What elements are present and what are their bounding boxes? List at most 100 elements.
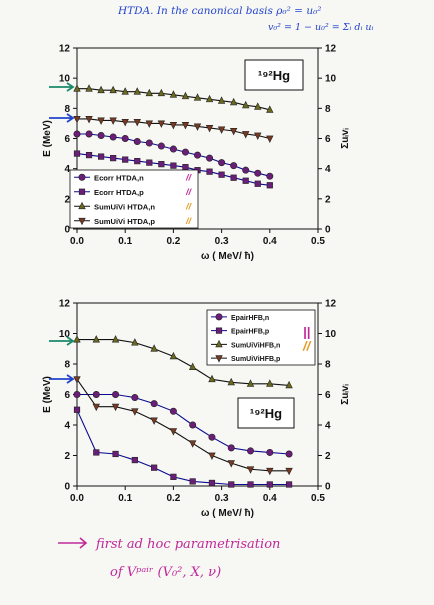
y2-axis-label: Σuᵢvᵢ <box>340 128 351 149</box>
data-point <box>97 85 105 94</box>
y-tick-label: 4 <box>64 164 70 175</box>
y-tick-label: 12 <box>59 44 71 55</box>
x-axis-label: ω ( MeV/ ħ) <box>201 251 254 262</box>
y-tick-label: 6 <box>64 390 70 401</box>
data-point <box>157 88 166 97</box>
data-point <box>285 450 293 458</box>
data-point <box>146 159 153 166</box>
data-point <box>150 344 158 352</box>
x-tick-label: 0.2 <box>166 493 180 504</box>
x-tick-label: 0.1 <box>118 493 132 504</box>
legend-pen-mark: // <box>185 172 193 182</box>
data-point <box>145 88 153 97</box>
data-point <box>208 479 216 487</box>
y2-tick-label: 4 <box>325 421 331 432</box>
data-point <box>227 444 235 452</box>
x-tick-label: 0.0 <box>70 236 84 247</box>
data-point <box>230 162 238 170</box>
data-point <box>266 135 274 143</box>
data-point <box>254 180 261 187</box>
data-point <box>134 158 141 165</box>
data-point <box>121 119 129 127</box>
pen-arrow-icon <box>49 336 75 346</box>
data-point <box>182 164 189 171</box>
data-point <box>189 421 197 429</box>
data-point <box>133 138 141 146</box>
y-tick-label: 10 <box>59 74 71 85</box>
series-4 <box>73 376 293 476</box>
data-point <box>158 161 165 168</box>
data-point <box>205 125 214 133</box>
y-tick-label: 0 <box>64 482 70 493</box>
legend-label: EpairHFB,n <box>231 315 269 322</box>
series-line <box>76 409 290 486</box>
y-tick-label: 10 <box>59 329 71 340</box>
y-tick-label: 8 <box>64 360 70 371</box>
series-3 <box>73 84 274 113</box>
data-point <box>92 403 100 412</box>
data-point <box>229 97 238 106</box>
legend-label: SumUiVi HTDA,p <box>94 217 155 226</box>
chart-1: 0 0 2 2 4 4 6 6 8 8 10 10 12 12 0.0 0.1 0.2 0.3 0.4 0.5 E (M… <box>42 44 351 263</box>
data-point <box>218 159 226 167</box>
data-point <box>188 440 197 448</box>
y-tick-label: 2 <box>64 194 70 205</box>
x-tick-label: 0.2 <box>166 236 180 247</box>
series-3 <box>73 335 293 389</box>
data-point <box>246 379 255 387</box>
y2-tick-label: 12 <box>325 299 337 310</box>
data-point <box>112 450 119 458</box>
y2-tick-label: 12 <box>325 44 337 55</box>
x-tick-label: 0.3 <box>215 493 229 504</box>
series-line <box>76 378 290 472</box>
data-point <box>188 362 197 370</box>
series-2 <box>73 406 293 488</box>
x-axis-label: ω ( MeV/ ħ) <box>201 508 254 519</box>
legend-marker <box>78 173 86 181</box>
bottom-note-line1: first ad hoc parametrisation <box>95 537 280 552</box>
data-point <box>109 85 117 94</box>
data-point <box>227 377 235 386</box>
y-axis-label: E (MeV) <box>42 120 53 157</box>
data-point <box>242 177 249 184</box>
legend-marker <box>215 355 223 363</box>
data-point <box>150 400 158 408</box>
data-point <box>208 433 216 441</box>
legend-marker <box>215 339 223 348</box>
title-box <box>244 59 304 91</box>
data-point <box>73 115 81 124</box>
data-point <box>93 449 100 456</box>
x-tick-label: 0.1 <box>118 236 132 247</box>
legend-marker <box>78 217 86 226</box>
data-point <box>73 130 81 138</box>
data-point <box>169 90 178 98</box>
data-point <box>112 390 120 398</box>
data-point <box>73 335 81 343</box>
data-point <box>205 94 214 103</box>
data-point <box>285 467 293 476</box>
data-point <box>131 456 138 464</box>
data-point <box>266 481 273 488</box>
data-point <box>169 428 178 436</box>
legend-marker <box>215 327 223 334</box>
data-point <box>208 374 216 383</box>
pen-arrow-icon <box>49 82 75 92</box>
data-point <box>97 117 105 125</box>
data-point <box>131 408 139 416</box>
data-point <box>242 131 250 139</box>
data-point <box>169 122 178 130</box>
legend-label: SumUiVi HTDA,n <box>94 202 155 211</box>
data-point <box>169 145 177 153</box>
data-point <box>131 394 139 402</box>
legend-marker <box>78 188 86 195</box>
data-point <box>218 171 225 178</box>
data-point <box>109 117 117 125</box>
y-tick-label: 4 <box>64 421 70 432</box>
y-tick-label: 8 <box>64 104 70 115</box>
y2-tick-label: 2 <box>325 194 331 205</box>
data-point <box>98 153 105 160</box>
data-point <box>266 182 273 189</box>
y2-tick-label: 10 <box>325 329 337 340</box>
